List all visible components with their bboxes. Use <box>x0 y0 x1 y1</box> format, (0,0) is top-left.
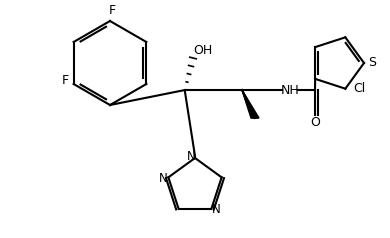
Text: OH: OH <box>193 44 213 56</box>
Text: F: F <box>62 74 69 88</box>
Text: O: O <box>310 116 320 129</box>
Text: N: N <box>212 203 221 216</box>
Text: F: F <box>108 5 115 18</box>
Polygon shape <box>242 90 258 118</box>
Text: N: N <box>187 149 195 163</box>
Text: S: S <box>368 56 376 69</box>
Text: Cl: Cl <box>353 82 365 95</box>
Polygon shape <box>242 90 259 118</box>
Text: N: N <box>159 172 168 185</box>
Text: NH: NH <box>281 84 300 96</box>
